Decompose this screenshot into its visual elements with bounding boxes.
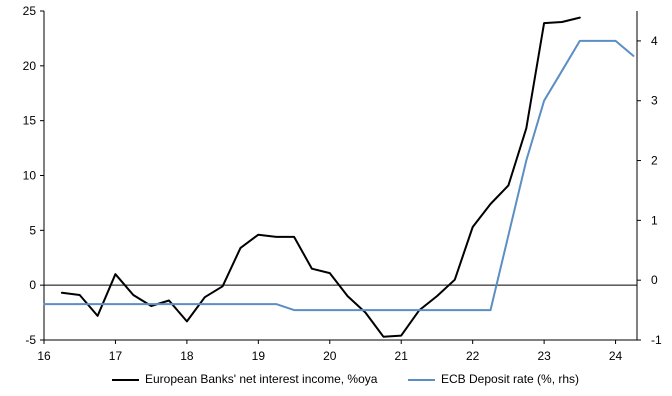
y-left-tick-label: 5	[29, 223, 36, 237]
x-tick-label: 16	[37, 349, 51, 363]
y-right-tick-label: 2	[651, 154, 658, 168]
series-line-ecb-deposit-rate	[43, 39, 635, 312]
legend-swatch-ecb-deposit-rate	[408, 378, 435, 381]
y-left-tick-label: 0	[29, 278, 36, 292]
y-right-tick-label: -1	[651, 333, 662, 347]
y-left-tick-label: -5	[25, 333, 36, 347]
x-tick-label: 18	[180, 349, 194, 363]
legend: European Banks' net interest income, %oy…	[0, 368, 672, 388]
legend-label-net-interest-income: European Banks' net interest income, %oy…	[145, 372, 378, 386]
x-tick-label: 22	[466, 349, 480, 363]
y-left-tick-label: 25	[23, 4, 37, 18]
series-layer	[43, 16, 635, 338]
x-tick-label: 23	[537, 349, 551, 363]
x-tick-label: 21	[395, 349, 409, 363]
y-right-tick-label: 3	[651, 94, 658, 108]
y-right-tick-label: 0	[651, 273, 658, 287]
y-right-tick-label: 4	[651, 34, 658, 48]
legend-swatch-net-interest-income	[112, 378, 139, 381]
y-right-tick-label: 1	[651, 213, 658, 227]
legend-label-ecb-deposit-rate: ECB Deposit rate (%, rhs)	[441, 372, 580, 386]
legend-item-ecb-deposit-rate: ECB Deposit rate (%, rhs)	[408, 372, 579, 386]
y-left-tick-label: 10	[23, 169, 37, 183]
x-tick-label: 17	[109, 349, 123, 363]
series-line-net-interest-income	[60, 16, 581, 338]
x-tick-label: 19	[252, 349, 266, 363]
x-tick-label: 24	[609, 349, 623, 363]
y-left-tick-label: 20	[23, 59, 37, 73]
legend-item-net-interest-income: European Banks' net interest income, %oy…	[112, 372, 377, 386]
y-left-tick-label: 15	[23, 114, 37, 128]
x-tick-label: 20	[323, 349, 337, 363]
